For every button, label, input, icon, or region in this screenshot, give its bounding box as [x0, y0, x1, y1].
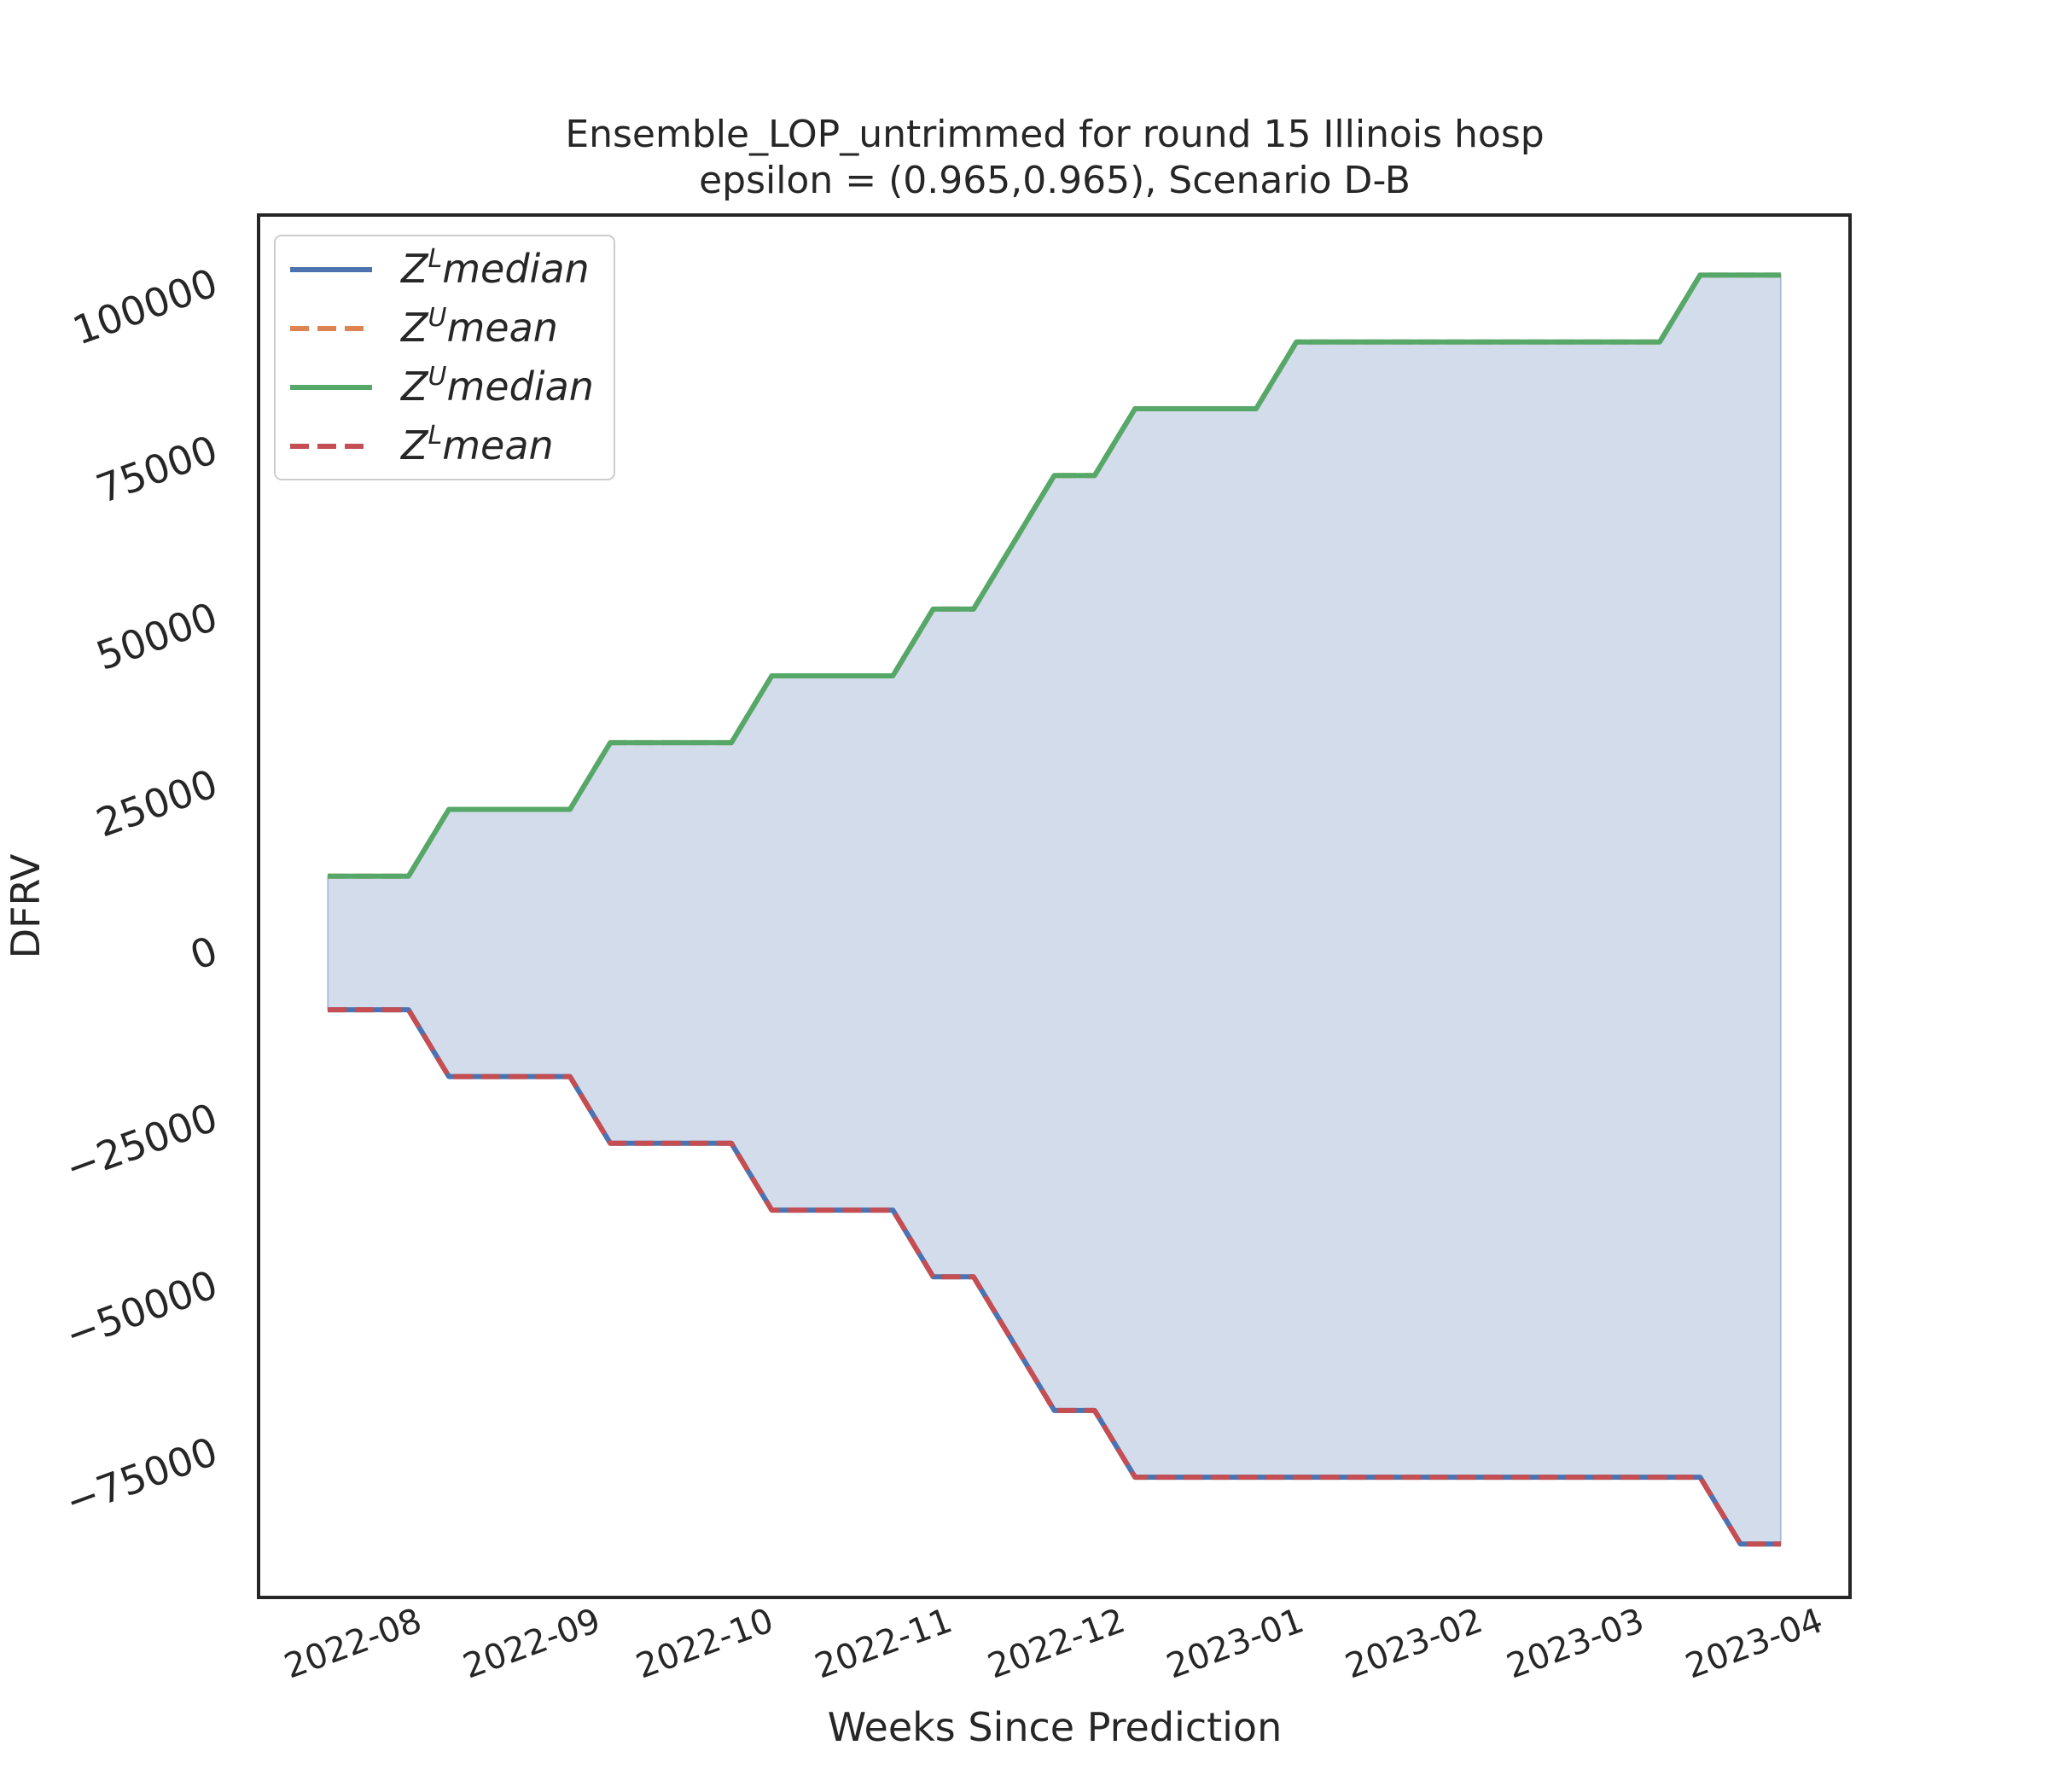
legend-label: ZLmedian — [399, 244, 590, 292]
chart-title: Ensemble_LOP_untrimmed for round 15 Illi… — [565, 113, 1544, 156]
y-tick-label: −50000 — [60, 1261, 224, 1359]
y-axis-label: DFRV — [3, 853, 49, 958]
y-tick-label: 25000 — [90, 760, 224, 847]
y-tick-label: 0 — [184, 927, 224, 979]
legend-entries: ZLmedian ZUmean ZUmedian ZLmean — [290, 244, 594, 468]
x-tick-label: 2022-09 — [458, 1601, 606, 1686]
legend-label: ZUmedian — [399, 362, 594, 410]
y-axis-ticks: 100000 75000 50000 25000 0 −25000 −50000 −75000 — [60, 259, 224, 1525]
x-tick-label: 2022-12 — [983, 1601, 1131, 1686]
series-line-3 — [328, 272, 1781, 879]
series-layer — [328, 272, 1781, 1547]
x-tick-label: 2022-08 — [279, 1601, 427, 1686]
x-tick-label: 2022-10 — [631, 1601, 779, 1686]
plot-area — [257, 213, 1852, 1599]
y-tick-label: −75000 — [60, 1428, 224, 1525]
x-tick-label: 2023-03 — [1502, 1601, 1649, 1686]
x-axis-label: Weeks Since Prediction — [828, 1704, 1282, 1750]
y-tick-label: −25000 — [60, 1094, 224, 1191]
plot-frame — [257, 213, 1852, 1599]
y-tick-label: 50000 — [90, 593, 224, 679]
legend-label: ZLmean — [399, 421, 554, 468]
legend: ZLmedian ZUmean ZUmedian ZLmean — [274, 235, 615, 480]
legend-frame — [274, 235, 615, 480]
x-axis-ticks: 2022-08 2022-09 2022-10 2022-11 2022-12 2023-… — [279, 1601, 1828, 1686]
x-tick-label: 2023-01 — [1161, 1601, 1309, 1686]
x-tick-label: 2022-11 — [810, 1601, 957, 1686]
x-tick-label: 2023-04 — [1680, 1601, 1828, 1686]
chart-subtitle: epsilon = (0.965,0.965), Scenario D-B — [699, 159, 1411, 202]
legend-label: ZUmean — [399, 303, 558, 351]
y-tick-label: 100000 — [67, 259, 223, 354]
x-tick-label: 2023-02 — [1341, 1601, 1488, 1686]
series-line-4 — [328, 1007, 1781, 1547]
y-tick-label: 75000 — [90, 426, 224, 512]
